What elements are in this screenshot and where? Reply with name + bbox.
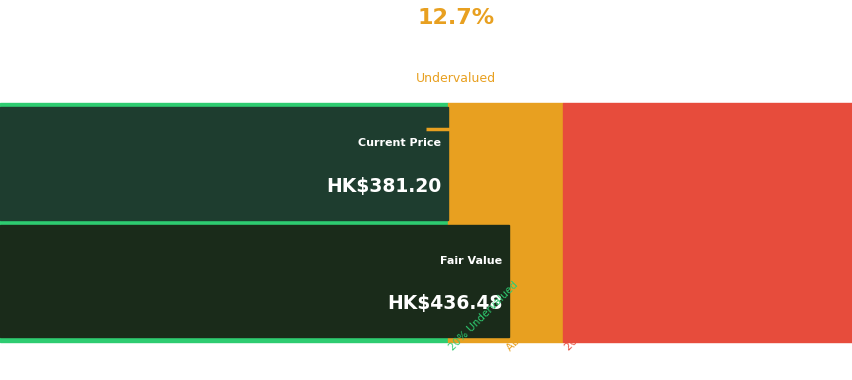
Text: HK$436.48: HK$436.48: [387, 294, 502, 313]
Bar: [0, 103, 447, 342]
Bar: [562, 103, 852, 342]
Text: 12.7%: 12.7%: [417, 8, 494, 28]
Text: 20% Undervalued: 20% Undervalued: [447, 280, 520, 353]
Text: Current Price: Current Price: [358, 138, 440, 148]
Bar: [0, 225, 509, 337]
Text: HK$381.20: HK$381.20: [325, 177, 440, 196]
Bar: [447, 103, 562, 342]
Text: About Right: About Right: [504, 302, 556, 353]
Bar: [0, 107, 447, 220]
Text: Fair Value: Fair Value: [440, 256, 502, 266]
Text: 20% Overvalued: 20% Overvalued: [562, 285, 630, 353]
Text: Undervalued: Undervalued: [416, 72, 496, 85]
